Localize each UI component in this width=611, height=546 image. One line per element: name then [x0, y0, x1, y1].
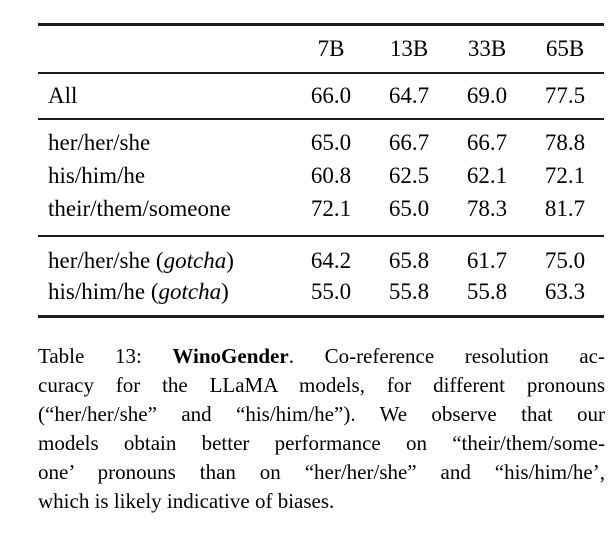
row-label-italic: gotcha — [163, 247, 227, 273]
cell-value: 63.3 — [544, 278, 586, 304]
table-caption: Table 13: WinoGender. Co-reference resol… — [38, 342, 605, 516]
row-label-text: her/her/she — [48, 129, 151, 155]
caption-line: curacy for the LLaMA models, for differe… — [38, 373, 605, 397]
row-label: All — [38, 73, 292, 119]
section-pronouns: her/her/she 65.0 66.7 66.7 78.8 his/him/… — [38, 119, 604, 236]
header-col-7b: 7B — [292, 24, 370, 74]
table-row: their/them/someone 72.1 65.0 78.3 81.7 — [38, 192, 604, 236]
row-label: his/him/he (gotcha) — [38, 276, 292, 317]
row-label: his/him/he — [38, 159, 292, 192]
cell-value: 81.7 — [544, 195, 586, 221]
cell-value: 78.3 — [466, 195, 508, 221]
header-row: 7B 13B 33B 65B — [38, 24, 604, 74]
row-label: their/them/someone — [38, 192, 292, 236]
cell-value: 69.0 — [466, 83, 508, 108]
cell-value: 62.1 — [466, 162, 508, 188]
caption-line: one’ pronouns than on “her/her/she” and … — [38, 460, 605, 484]
winogender-table: 7B 13B 33B 65B All 66.0 64.7 69.0 77.5 h… — [38, 23, 604, 318]
row-label: her/her/she — [38, 119, 292, 159]
caption-line: Table 13: WinoGender. Co-reference resol… — [38, 342, 605, 371]
cell-value: 64.7 — [388, 83, 430, 108]
cell-value: 62.5 — [388, 162, 430, 188]
cell-value: 65.0 — [310, 129, 352, 155]
table-row: All 66.0 64.7 69.0 77.5 — [38, 73, 604, 119]
cell-value: 78.8 — [544, 129, 586, 155]
table-row: his/him/he (gotcha) 55.0 55.8 55.8 63.3 — [38, 276, 604, 317]
caption-line: (“her/her/she” and “his/him/he”). We obs… — [38, 402, 605, 426]
caption-text: . Co-reference resolution ac- — [288, 344, 605, 368]
cell-value: 61.7 — [466, 247, 508, 273]
caption-bold-title: WinoGender — [172, 344, 289, 368]
cell-value: 55.8 — [466, 278, 508, 304]
row-label: her/her/she (gotcha) — [38, 236, 292, 276]
row-label-text: their/them/someone — [48, 195, 231, 221]
cell-value: 66.0 — [310, 83, 352, 108]
table-row: his/him/he 60.8 62.5 62.1 72.1 — [38, 159, 604, 192]
winogender-table-wrap: 7B 13B 33B 65B All 66.0 64.7 69.0 77.5 h… — [38, 23, 604, 318]
cell-value: 72.1 — [310, 195, 352, 221]
header-empty-cell — [38, 24, 292, 74]
cell-value: 72.1 — [544, 162, 586, 188]
row-label-text: his/him/he ( — [48, 278, 159, 304]
cell-value: 66.7 — [388, 129, 430, 155]
cell-value: 55.8 — [388, 278, 430, 304]
row-label-suffix: ) — [226, 247, 234, 273]
cell-value: 75.0 — [544, 247, 586, 273]
cell-value: 77.5 — [544, 83, 586, 108]
cell-value: 65.0 — [388, 195, 430, 221]
header-col-33b: 33B — [448, 24, 526, 74]
section-all: All 66.0 64.7 69.0 77.5 — [38, 73, 604, 119]
caption-line: models obtain better performance on “the… — [38, 431, 605, 455]
row-label-text: All — [48, 83, 78, 108]
caption-text: Table 13: — [38, 344, 173, 368]
cell-value: 64.2 — [310, 247, 352, 273]
table-row: her/her/she (gotcha) 64.2 65.8 61.7 75.0 — [38, 236, 604, 276]
row-label-text: her/her/she ( — [48, 247, 164, 273]
cell-value: 55.0 — [310, 278, 352, 304]
caption-line: which is likely indicative of biases. — [38, 489, 335, 513]
header-col-13b: 13B — [370, 24, 448, 74]
row-label-text: his/him/he — [48, 162, 146, 188]
table-row: her/her/she 65.0 66.7 66.7 78.8 — [38, 119, 604, 159]
cell-value: 65.8 — [388, 247, 430, 273]
row-label-suffix: ) — [221, 278, 229, 304]
table-header: 7B 13B 33B 65B — [38, 24, 604, 74]
cell-value: 60.8 — [310, 162, 352, 188]
header-col-65b: 65B — [526, 24, 604, 74]
section-gotcha: her/her/she (gotcha) 64.2 65.8 61.7 75.0… — [38, 236, 604, 317]
cell-value: 66.7 — [466, 129, 508, 155]
row-label-italic: gotcha — [158, 278, 222, 304]
